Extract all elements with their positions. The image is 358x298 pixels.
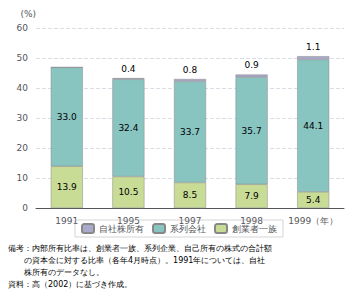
svg-text:自社株所有: 自社株所有 bbox=[99, 224, 144, 234]
svg-text:0.4: 0.4 bbox=[121, 64, 136, 74]
svg-text:系列会社: 系列会社 bbox=[170, 224, 206, 234]
svg-text:32.4: 32.4 bbox=[118, 123, 138, 133]
svg-text:44.1: 44.1 bbox=[303, 121, 323, 131]
svg-text:40: 40 bbox=[17, 83, 29, 93]
svg-text:株所有のデータなし。: 株所有のデータなし。 bbox=[8, 268, 104, 277]
svg-text:10: 10 bbox=[17, 173, 29, 183]
svg-text:35.7: 35.7 bbox=[242, 126, 262, 136]
svg-text:5.4: 5.4 bbox=[306, 195, 321, 205]
svg-text:13.9: 13.9 bbox=[57, 182, 77, 192]
svg-text:33.0: 33.0 bbox=[57, 112, 77, 122]
svg-text:創業者一族: 創業者一族 bbox=[232, 224, 277, 234]
svg-text:10.5: 10.5 bbox=[118, 187, 138, 197]
svg-text:33.7: 33.7 bbox=[180, 127, 200, 137]
svg-text:8.5: 8.5 bbox=[183, 190, 197, 200]
svg-text:60: 60 bbox=[17, 23, 29, 33]
svg-text:30: 30 bbox=[17, 113, 29, 123]
svg-text:7.9: 7.9 bbox=[244, 191, 259, 201]
svg-text:0.8: 0.8 bbox=[183, 65, 198, 75]
svg-text:1999（年）: 1999（年） bbox=[288, 216, 338, 226]
svg-text:資料：高（2002）に基づき作成。: 資料：高（2002）に基づき作成。 bbox=[8, 280, 132, 289]
svg-text:50: 50 bbox=[17, 53, 29, 63]
svg-text:の資本金に対する比率（各年4月時点）。1991年については、: の資本金に対する比率（各年4月時点）。1991年については、自社 bbox=[8, 256, 265, 265]
svg-text:0.9: 0.9 bbox=[244, 60, 259, 70]
svg-text:1991: 1991 bbox=[55, 215, 79, 226]
svg-text:1.1: 1.1 bbox=[306, 42, 320, 52]
svg-text:備考：内部所有比率は、創業者一族、系列企業、自己所有の株式の: 備考：内部所有比率は、創業者一族、系列企業、自己所有の株式の合計額 bbox=[8, 244, 272, 253]
svg-text:0: 0 bbox=[22, 203, 28, 213]
svg-text:(%): (%) bbox=[20, 9, 36, 19]
svg-text:20: 20 bbox=[17, 143, 29, 153]
